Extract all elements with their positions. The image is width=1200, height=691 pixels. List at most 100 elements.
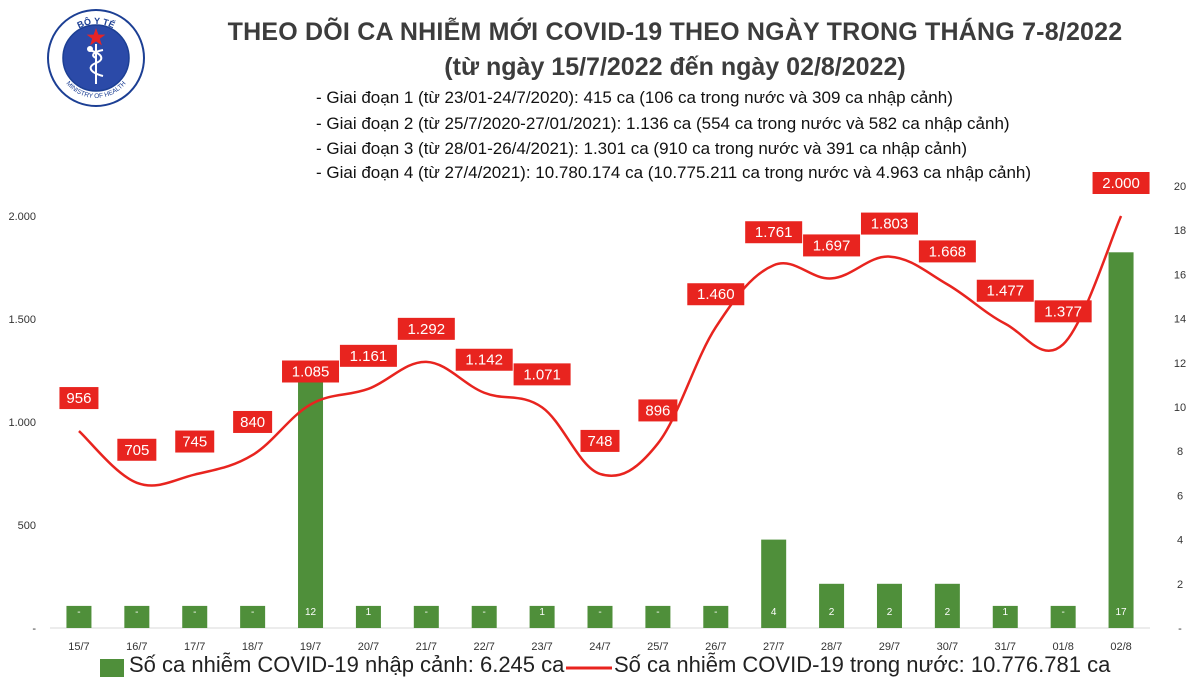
line-value-label: 1.697 xyxy=(813,237,851,254)
bar-value-label: - xyxy=(77,607,80,618)
right-axis-tick-label: - xyxy=(1178,623,1182,635)
x-axis-tick-label: 23/7 xyxy=(531,641,552,653)
legend-line-label: Số ca nhiễm COVID-19 trong nước: 10.776.… xyxy=(614,652,1111,677)
right-axis-tick-label: 6 xyxy=(1177,490,1183,502)
legend-bar-swatch xyxy=(100,659,124,677)
line-value-label: 1.668 xyxy=(929,243,967,260)
bar xyxy=(471,605,497,628)
bar-value-label: 1 xyxy=(539,607,545,618)
line-value-label: 1.085 xyxy=(292,363,330,380)
line-value-label: 840 xyxy=(240,414,265,431)
x-axis-tick-label: 24/7 xyxy=(589,641,610,653)
line-value-label-box xyxy=(1034,300,1092,323)
right-axis-tick-label: 2 xyxy=(1177,579,1183,591)
left-axis-tick-label: 500 xyxy=(18,520,36,532)
bar xyxy=(587,605,613,628)
line-value-label: 748 xyxy=(587,433,612,450)
bar xyxy=(413,605,439,628)
line-value-label: 1.477 xyxy=(986,283,1024,300)
domestic-cases-line xyxy=(78,215,1123,487)
ministry-of-health-logo: BỘ Y TẾ MINISTRY OF HEALTH xyxy=(47,9,145,107)
x-axis-tick-label: 25/7 xyxy=(647,641,668,653)
line-value-label: 1.161 xyxy=(350,348,388,365)
line-value-label: 745 xyxy=(182,434,207,451)
bar-value-label: 17 xyxy=(1115,607,1127,618)
line-value-label: 1.460 xyxy=(697,286,735,303)
right-axis-tick-label: 14 xyxy=(1174,314,1186,326)
line-value-label-box xyxy=(1092,172,1150,194)
line-value-label-box xyxy=(455,348,513,371)
bar xyxy=(124,605,150,628)
right-axis-tick-label: 12 xyxy=(1174,358,1186,370)
line-value-label-box xyxy=(117,438,157,461)
bar xyxy=(761,539,787,628)
right-axis-tick-label: 18 xyxy=(1174,225,1186,237)
right-axis-tick-label: 10 xyxy=(1174,402,1186,414)
star-icon xyxy=(86,28,106,46)
x-axis-tick-label: 30/7 xyxy=(937,641,958,653)
bar xyxy=(992,605,1018,628)
line-value-label-box xyxy=(59,387,99,410)
bar xyxy=(529,605,555,628)
x-axis-tick-label: 28/7 xyxy=(821,641,842,653)
period-line-1: - Giai đoạn 1 (từ 23/01-24/7/2020): 415 … xyxy=(316,88,953,107)
bar-value-label: 4 xyxy=(771,607,777,618)
x-axis-tick-label: 15/7 xyxy=(68,641,89,653)
bar-value-label: - xyxy=(483,607,486,618)
bar-value-label: - xyxy=(251,607,254,618)
bar-value-label: 12 xyxy=(305,607,317,618)
bar xyxy=(934,583,960,628)
right-axis-tick-label: 16 xyxy=(1174,269,1186,281)
period-line-4: - Giai đoạn 4 (từ 27/4/2021): 10.780.174… xyxy=(316,163,1032,182)
bar xyxy=(298,362,324,628)
line-value-label-box xyxy=(918,240,976,263)
bar-value-label: - xyxy=(135,607,138,618)
line-value-label-box xyxy=(580,429,620,452)
right-axis-tick-label: 20 xyxy=(1174,181,1186,193)
x-axis-tick-label: 17/7 xyxy=(184,641,205,653)
line-value-label: 1.803 xyxy=(871,216,909,233)
line-value-label-box xyxy=(687,283,745,306)
line-value-label: 1.761 xyxy=(755,224,793,241)
legend-bars-label: Số ca nhiễm COVID-19 nhập cảnh: 6.245 ca xyxy=(129,652,565,677)
left-axis-tick-label: 1.000 xyxy=(8,417,36,429)
bar-value-label: - xyxy=(656,607,659,618)
left-axis-tick-label: 1.500 xyxy=(8,314,36,326)
bar-value-label: - xyxy=(598,607,601,618)
bar xyxy=(355,605,381,628)
x-axis-tick-label: 19/7 xyxy=(300,641,321,653)
bar-value-label: 2 xyxy=(887,607,893,618)
x-axis-tick-label: 18/7 xyxy=(242,641,263,653)
line-value-label-box xyxy=(233,410,273,433)
chart-subtitle: (từ ngày 15/7/2022 đến ngày 02/8/2022) xyxy=(444,53,906,81)
left-axis-tick-label: 2.000 xyxy=(8,211,36,223)
bar-value-label: 2 xyxy=(945,607,951,618)
left-axis-tick-label: - xyxy=(32,623,36,635)
bar xyxy=(66,605,92,628)
bar xyxy=(1050,605,1076,628)
x-axis-tick-label: 27/7 xyxy=(763,641,784,653)
bar xyxy=(819,583,845,628)
logo-top-text: BỘ Y TẾ xyxy=(76,15,117,30)
line-value-label: 1.071 xyxy=(523,366,561,383)
bar xyxy=(645,605,671,628)
line-value-label: 1.377 xyxy=(1044,303,1082,320)
chart-title: THEO DÕI CA NHIỄM MỚI COVID-19 THEO NGÀY… xyxy=(227,18,1123,46)
bar-value-label: - xyxy=(193,607,196,618)
line-value-label: 896 xyxy=(645,402,670,419)
bar xyxy=(876,583,902,628)
bar-value-label: - xyxy=(425,607,428,618)
x-axis-tick-label: 16/7 xyxy=(126,641,147,653)
bar xyxy=(703,605,729,628)
right-axis-tick-label: 8 xyxy=(1177,446,1183,458)
bar xyxy=(240,605,266,628)
x-axis-tick-label: 20/7 xyxy=(358,641,379,653)
x-axis-tick-label: 01/8 xyxy=(1052,641,1073,653)
legend-line-swatch xyxy=(566,666,612,670)
caduceus-icon xyxy=(87,44,104,84)
bar-value-label: 1 xyxy=(366,607,372,618)
line-value-label-box xyxy=(745,221,803,244)
line-value-label-box xyxy=(976,279,1034,302)
x-axis-tick-label: 02/8 xyxy=(1110,641,1131,653)
